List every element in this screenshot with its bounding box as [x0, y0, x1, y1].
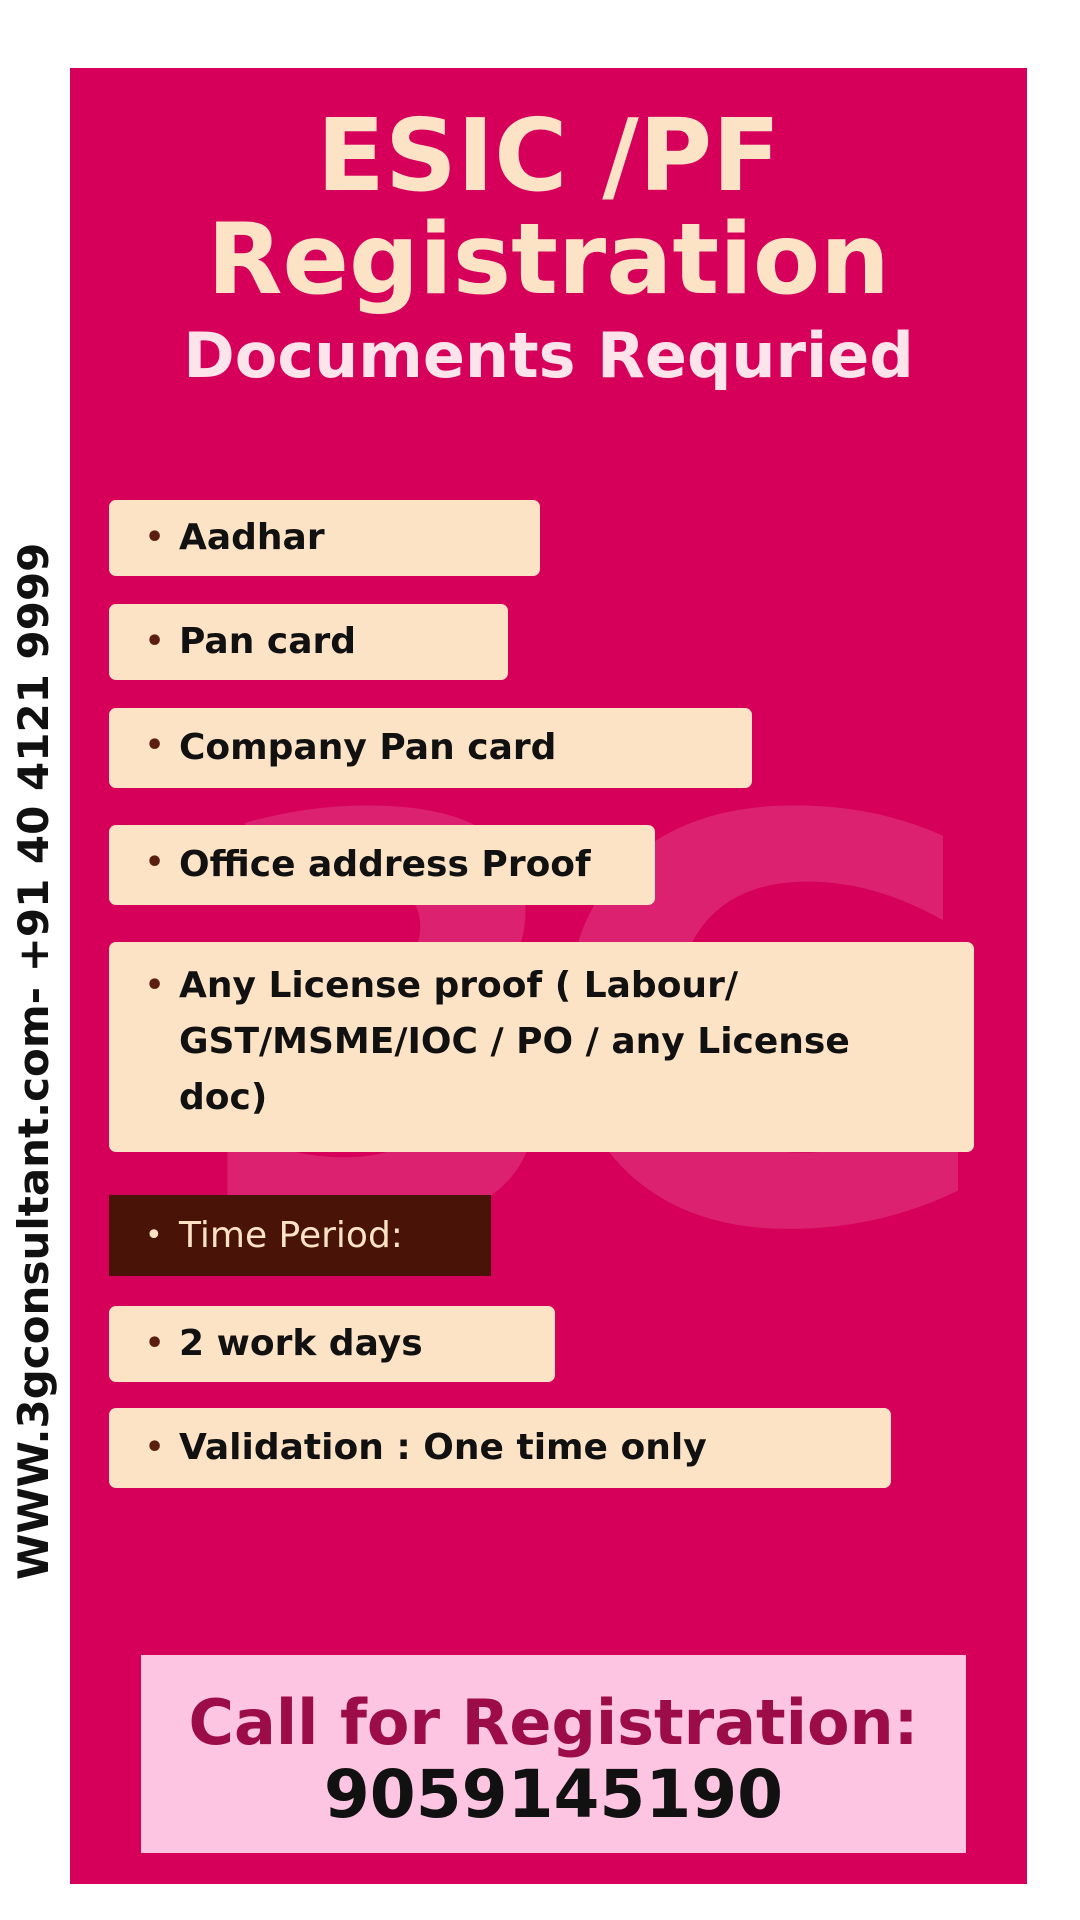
vertical-contact-text: WWW.3gconsultant.com- +91 40 4121 9999 — [9, 542, 58, 1580]
bullet-icon: • — [145, 520, 165, 555]
bullet-icon: • — [145, 1218, 163, 1253]
list-item-label: Any License proof ( Labour/ GST/MSME/IOC… — [179, 965, 850, 1118]
time-period-heading: • Time Period: — [109, 1195, 491, 1276]
list-item-label: Pan card — [179, 621, 357, 662]
bullet-icon: • — [145, 624, 165, 659]
call-to-action-box: Call for Registration: 9059145190 — [141, 1655, 966, 1853]
subtitle: Documents Requried — [183, 319, 914, 392]
title-line-1: ESIC /PF — [316, 97, 781, 214]
bullet-icon: • — [145, 968, 165, 1003]
cta-label: Call for Registration: — [188, 1686, 919, 1759]
list-item: • Office address Proof — [109, 825, 655, 905]
list-item: • Company Pan card — [109, 708, 752, 788]
time-period-label: Time Period: — [179, 1215, 403, 1256]
list-item: • Pan card — [109, 604, 508, 680]
time-period-duration: • 2 work days — [109, 1306, 555, 1382]
list-item-label: Company Pan card — [179, 727, 557, 768]
validation-label: Validation : One time only — [179, 1427, 707, 1468]
documents-list: • Aadhar • Pan card • Company Pan card •… — [70, 68, 1027, 1884]
validation-item: • Validation : One time only — [109, 1408, 891, 1488]
bullet-icon: • — [145, 845, 165, 880]
bullet-icon: • — [145, 728, 165, 763]
title-line-2: Registration — [207, 203, 890, 317]
phone-number: 9059145190 — [323, 1756, 784, 1833]
bullet-icon: • — [145, 1430, 165, 1465]
duration-label: 2 work days — [179, 1323, 423, 1364]
list-item: • Any License proof ( Labour/ GST/MSME/I… — [109, 942, 974, 1152]
bullet-icon: • — [145, 1326, 165, 1361]
list-item-label: Aadhar — [179, 517, 325, 558]
list-item: • Aadhar — [109, 500, 540, 576]
poster: 3G ESIC /PF Registration Documents Requr… — [70, 68, 1027, 1884]
list-item-label: Office address Proof — [179, 844, 591, 885]
